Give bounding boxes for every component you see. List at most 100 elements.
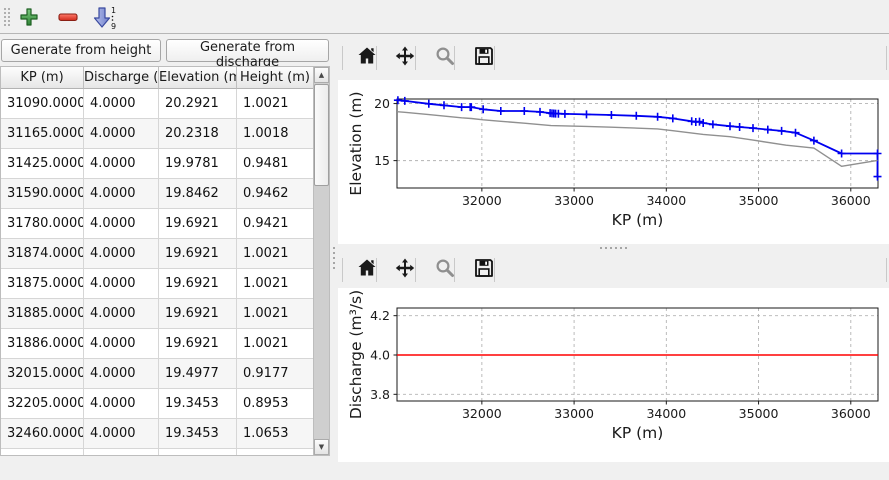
cell-kp[interactable]: 31780.0000 xyxy=(1,209,84,239)
table-row: 31425.0000 4.0000 19.9781 0.9481 xyxy=(1,149,314,179)
zoom-button[interactable] xyxy=(430,256,460,284)
scroll-up-button[interactable]: ▲ xyxy=(314,67,329,83)
pan-button[interactable] xyxy=(390,256,420,284)
water-level-line-markers xyxy=(393,96,882,181)
generate-from-discharge-button[interactable]: Generate from discharge xyxy=(166,39,329,70)
table-row: 31090.0000 4.0000 20.2921 1.0021 xyxy=(1,89,314,119)
x-axis-label: KP (m) xyxy=(612,424,664,442)
cell-elevation[interactable]: 19.6921 xyxy=(159,239,237,269)
cell-height[interactable]: 0.9421 xyxy=(237,209,314,239)
home-button[interactable] xyxy=(352,44,382,72)
cell-elevation[interactable]: 20.2921 xyxy=(159,89,237,119)
sort-rows-button[interactable]: 1 9 xyxy=(92,5,116,31)
x-tick-label: 33000 xyxy=(554,193,594,208)
cell-elevation[interactable]: 19.6921 xyxy=(159,299,237,329)
cell-height[interactable]: 1.0653 xyxy=(237,419,314,449)
cell-elevation[interactable]: 19.8462 xyxy=(159,179,237,209)
cell-discharge[interactable]: 4.0000 xyxy=(84,389,159,419)
cell-height[interactable]: 1.0021 xyxy=(237,89,314,119)
zoom-button[interactable] xyxy=(430,44,460,72)
elevation-plot-toolbar xyxy=(338,35,889,80)
cell-elevation[interactable]: 19.4977 xyxy=(159,359,237,389)
generate-from-height-button[interactable]: Generate from height xyxy=(1,39,161,62)
table-body: 31090.0000 4.0000 20.2921 1.0021 31165.0000 4… xyxy=(1,89,314,455)
cell-elevation[interactable]: 19.3453 xyxy=(159,419,237,449)
zoom-icon xyxy=(436,259,454,277)
cell-discharge[interactable]: 4.0000 xyxy=(84,89,159,119)
cell-kp[interactable]: 31090.0000 xyxy=(1,89,84,119)
cell-kp[interactable]: 31425.0000 xyxy=(1,149,84,179)
column-header-height[interactable]: Height (m) xyxy=(237,67,314,89)
cell-height[interactable]: 1.0021 xyxy=(237,269,314,299)
vertical-splitter[interactable] xyxy=(330,35,338,480)
cell-discharge[interactable]: 4.0000 xyxy=(84,299,159,329)
scroll-down-button[interactable]: ▼ xyxy=(314,439,329,455)
remove-row-button[interactable] xyxy=(56,5,80,29)
cell-elevation[interactable]: 19.9781 xyxy=(159,149,237,179)
cell-elevation[interactable]: 19.6921 xyxy=(159,269,237,299)
cell-height[interactable]: 0.9177 xyxy=(237,359,314,389)
save-button[interactable] xyxy=(469,44,499,72)
y-tick-label: 4.2 xyxy=(370,308,390,323)
table-header-row: KP (m)Discharge (m³/s)Elevation (m)Heigh… xyxy=(1,67,329,89)
cell-kp[interactable]: 31874.0000 xyxy=(1,239,84,269)
home-icon xyxy=(358,259,376,276)
cell-discharge[interactable]: 4.0000 xyxy=(84,269,159,299)
vertical-scrollbar[interactable]: ▲ ▼ xyxy=(313,67,329,455)
cell-height[interactable]: 1.0021 xyxy=(237,299,314,329)
svg-text:1: 1 xyxy=(111,6,116,15)
table-row: 31590.0000 4.0000 19.8462 0.9462 xyxy=(1,179,314,209)
cell-kp[interactable]: 32205.0000 xyxy=(1,389,84,419)
elevation-figure[interactable]: 32000 33000 34000 35000 36000 15 20 KP (m) Eleva… xyxy=(338,80,889,244)
discharge-figure[interactable]: 32000 33000 34000 35000 36000 3.8 4.0 4.2 KP (m)… xyxy=(338,288,889,462)
x-tick-label: 36000 xyxy=(831,193,871,208)
cell-discharge[interactable]: 4.0000 xyxy=(84,209,159,239)
y-tick-label: 3.8 xyxy=(370,387,390,402)
cell-discharge[interactable]: 4.0000 xyxy=(84,179,159,209)
table-panel: Generate from height Generate from disch… xyxy=(0,35,330,480)
cell-discharge[interactable]: 4.0000 xyxy=(84,149,159,179)
axes-box xyxy=(396,98,879,189)
cell-discharge[interactable]: 4.0000 xyxy=(84,119,159,149)
cell-elevation[interactable]: 19.6921 xyxy=(159,329,237,359)
cell-kp[interactable]: 31875.0000 xyxy=(1,269,84,299)
x-tick-label: 35000 xyxy=(739,193,779,208)
x-tick-label: 32000 xyxy=(462,406,502,421)
scrollbar-thumb[interactable] xyxy=(314,84,329,186)
add-row-button[interactable] xyxy=(17,5,41,29)
cell-kp[interactable]: 31165.0000 xyxy=(1,119,84,149)
cell-elevation[interactable]: 19.6921 xyxy=(159,209,237,239)
column-header-discharge[interactable]: Discharge (m³/s) xyxy=(84,67,159,89)
cell-discharge[interactable]: 4.0000 xyxy=(84,329,159,359)
cell-height[interactable]: 1.0018 xyxy=(237,119,314,149)
cell-elevation[interactable]: 19.3453 xyxy=(159,389,237,419)
horizontal-splitter[interactable] xyxy=(338,244,889,251)
table-row-partial xyxy=(1,449,314,455)
column-header-elevation[interactable]: Elevation (m) xyxy=(159,67,237,89)
cell-kp[interactable]: 31886.0000 xyxy=(1,329,84,359)
cell-kp[interactable]: 32460.0000 xyxy=(1,419,84,449)
x-axis-label: KP (m) xyxy=(612,211,664,229)
cell-discharge[interactable]: 4.0000 xyxy=(84,359,159,389)
cell-discharge[interactable]: 4.0000 xyxy=(84,239,159,269)
cell-empty xyxy=(237,449,314,455)
cell-height[interactable]: 0.9462 xyxy=(237,179,314,209)
cell-elevation[interactable]: 20.2318 xyxy=(159,119,237,149)
pan-button[interactable] xyxy=(390,44,420,72)
column-header-kp[interactable]: KP (m) xyxy=(1,67,84,89)
table-row: 31875.0000 4.0000 19.6921 1.0021 xyxy=(1,269,314,299)
cell-height[interactable]: 1.0021 xyxy=(237,329,314,359)
cell-kp[interactable]: 32015.0000 xyxy=(1,359,84,389)
cell-discharge[interactable]: 4.0000 xyxy=(84,419,159,449)
save-button[interactable] xyxy=(469,256,499,284)
table-row: 32205.0000 4.0000 19.3453 0.8953 xyxy=(1,389,314,419)
cell-kp[interactable]: 31590.0000 xyxy=(1,179,84,209)
home-button[interactable] xyxy=(352,256,382,284)
y-tick-label: 20 xyxy=(374,96,390,111)
toolbar-drag-handle[interactable] xyxy=(3,7,11,27)
cell-height[interactable]: 0.9481 xyxy=(237,149,314,179)
cell-height[interactable]: 1.0021 xyxy=(237,239,314,269)
cell-height[interactable]: 0.8953 xyxy=(237,389,314,419)
toolbar-separator xyxy=(415,45,416,70)
cell-kp[interactable]: 31885.0000 xyxy=(1,299,84,329)
